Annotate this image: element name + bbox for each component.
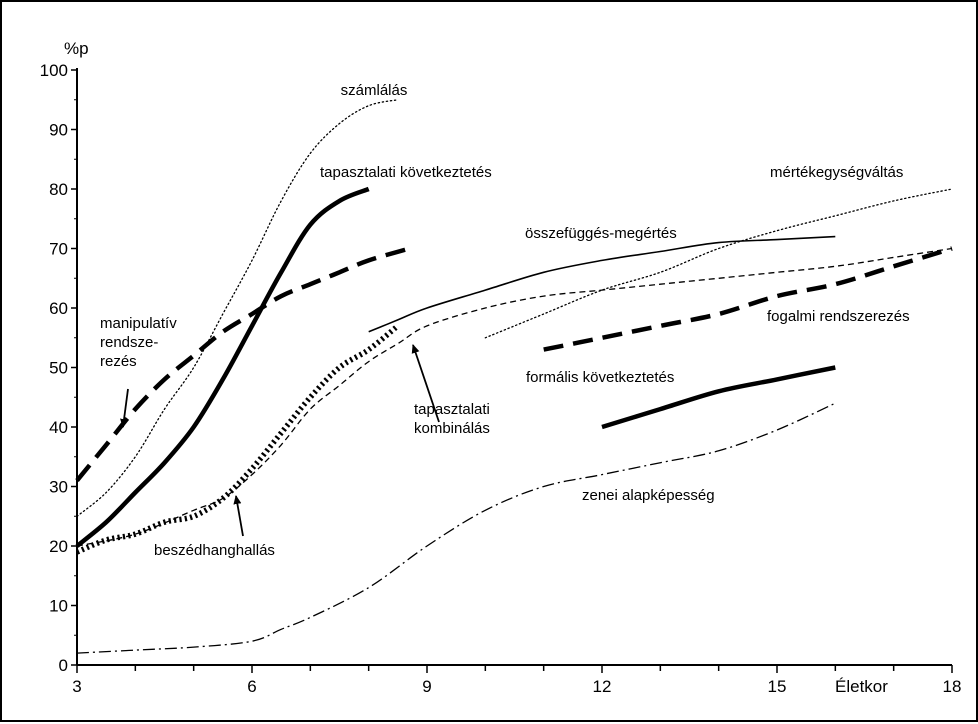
annotation-line: tapasztalati következtetés bbox=[320, 164, 492, 181]
annotation-osszefugges-megertes: összefüggés-megértés bbox=[525, 225, 677, 242]
series-layer bbox=[75, 99, 953, 654]
annotation-tapasztalati-kovetkeztetes: tapasztalati következtetés bbox=[320, 164, 492, 181]
series-line-4 bbox=[75, 323, 400, 555]
y-tick-label: 50 bbox=[49, 359, 68, 378]
annotation-line: beszédhanghallás bbox=[154, 542, 275, 559]
annotation-line: manipulatív bbox=[100, 315, 177, 332]
annotation-line: mértékegységváltás bbox=[770, 164, 903, 181]
y-tick-label: 70 bbox=[49, 240, 68, 259]
pointer-arrow-1 bbox=[120, 388, 129, 428]
series-line-2 bbox=[75, 186, 370, 548]
annotation-fogalmi-rendszerezes: fogalmi rendszerezés bbox=[767, 308, 910, 325]
annotation-line: rezés bbox=[100, 353, 137, 370]
y-tick-label: 60 bbox=[49, 299, 68, 318]
x-tick-label: 12 bbox=[593, 677, 612, 696]
y-tick-label: 100 bbox=[40, 61, 68, 80]
annotation-mertekegysegvaltas: mértékegységváltás bbox=[770, 164, 903, 181]
y-axis-label: %p bbox=[64, 39, 89, 58]
annotation-layer: számlálás tapasztalati következtetés mérté… bbox=[100, 82, 910, 559]
x-tick-label: 9 bbox=[422, 677, 431, 696]
annotation-szamlalas: számlálás bbox=[341, 82, 408, 99]
annotation-beszedhanghallas: beszédhanghallás bbox=[154, 542, 275, 559]
x-tick-label: 18 bbox=[943, 677, 962, 696]
pointer-arrow-2 bbox=[411, 344, 440, 423]
series-line-10 bbox=[76, 402, 836, 654]
y-tick-label: 10 bbox=[49, 597, 68, 616]
annotation-zenei-alapkepesseg: zenei alapképesség bbox=[582, 487, 715, 504]
axes: 0 10 20 30 40 50 60 70 80 90 100 3 6 9 12 15 18 bbox=[40, 61, 962, 696]
y-tick-label: 30 bbox=[49, 478, 68, 497]
x-tick-label: 6 bbox=[247, 677, 256, 696]
y-tick-label: 80 bbox=[49, 180, 68, 199]
annotation-tapasztalati-kombinalas: tapasztalati kombinálás bbox=[414, 401, 490, 437]
y-tick-label: 40 bbox=[49, 418, 68, 437]
annotation-line: összefüggés-megértés bbox=[525, 225, 677, 242]
annotation-line: zenei alapképesség bbox=[582, 487, 715, 504]
x-axis-label: Életkor bbox=[835, 677, 888, 696]
annotation-line: formális következtetés bbox=[526, 369, 674, 386]
annotation-line: rendsze- bbox=[100, 334, 158, 351]
y-tick-label: 20 bbox=[49, 537, 68, 556]
series-line-9 bbox=[601, 365, 836, 430]
series-line-6 bbox=[368, 235, 836, 333]
pointer-arrow-3 bbox=[233, 495, 244, 537]
annotation-formalis-kovetkeztetes: formális következtetés bbox=[526, 369, 674, 386]
series-line-8 bbox=[543, 246, 953, 352]
annotation-line: számlálás bbox=[341, 82, 408, 99]
series-line-1 bbox=[76, 99, 399, 517]
series-line-5 bbox=[76, 247, 953, 547]
y-tick-label: 90 bbox=[49, 121, 68, 140]
annotation-manipulativ: manipulatív rendsze-rezés bbox=[100, 315, 177, 370]
annotation-line: fogalmi rendszerezés bbox=[767, 308, 910, 325]
y-tick-label: 0 bbox=[59, 656, 68, 675]
annotation-line: tapasztalati bbox=[414, 401, 490, 418]
x-tick-label: 3 bbox=[72, 677, 81, 696]
x-tick-label: 15 bbox=[768, 677, 787, 696]
annotation-line: kombinálás bbox=[414, 420, 490, 437]
series-line-7 bbox=[484, 188, 953, 339]
series-line-3 bbox=[75, 246, 411, 483]
